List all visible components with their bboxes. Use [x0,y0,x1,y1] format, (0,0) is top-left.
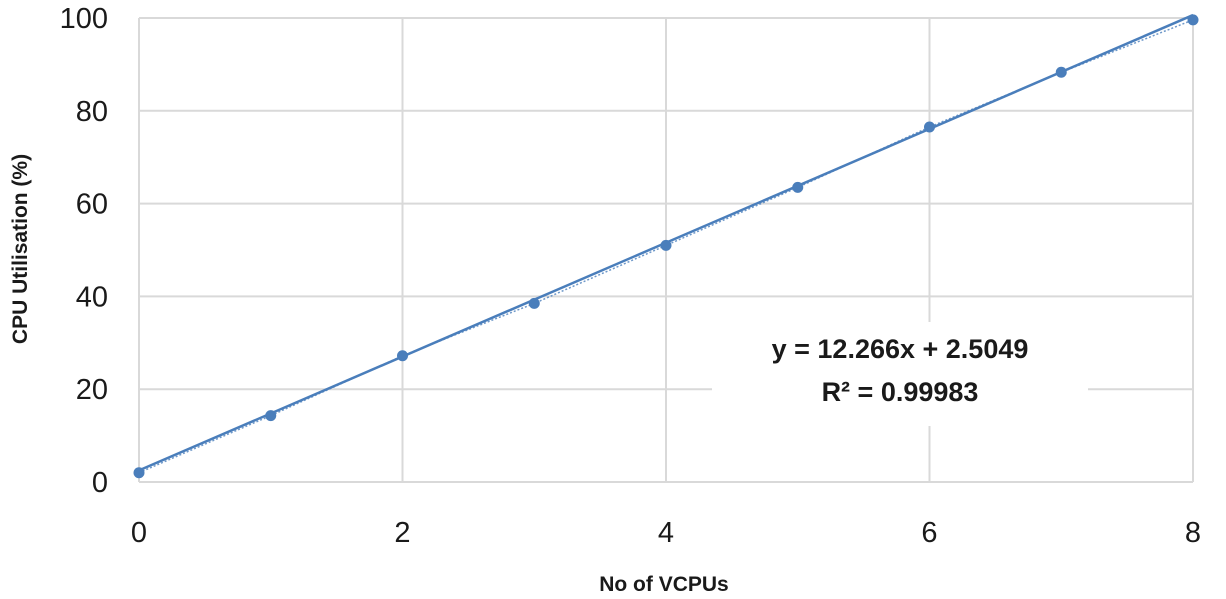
y-axis-ticks: 0 20 40 60 80 100 [60,3,108,499]
x-tick-label: 6 [921,517,937,549]
y-tick-label: 0 [92,467,108,499]
data-point [528,297,540,309]
annotation-background [712,322,1088,426]
y-tick-label: 80 [76,96,108,128]
x-axis-ticks: 0 2 4 6 8 [131,517,1201,549]
y-tick-label: 20 [76,374,108,406]
data-point [133,467,145,479]
data-point [397,350,408,362]
y-tick-label: 40 [76,281,108,313]
data-point [265,410,277,422]
data-point [792,181,804,193]
y-tick-label: 100 [60,3,108,35]
data-point [924,121,935,133]
r-squared-label: R² = 0.99983 [822,377,979,407]
x-tick-label: 0 [131,517,147,549]
x-tick-label: 8 [1185,517,1201,549]
data-point [660,239,672,251]
y-axis-title: CPU Utilisation (%) [9,154,32,344]
grid [138,17,1194,483]
data-point [1187,14,1199,26]
data-points [133,14,1199,479]
x-tick-label: 4 [658,517,674,549]
data-point [1055,66,1067,78]
x-axis-title: No of VCPUs [599,573,729,596]
equation-label: y = 12.266x + 2.5049 [772,334,1029,364]
x-tick-label: 2 [394,517,410,549]
y-tick-label: 60 [76,189,108,221]
